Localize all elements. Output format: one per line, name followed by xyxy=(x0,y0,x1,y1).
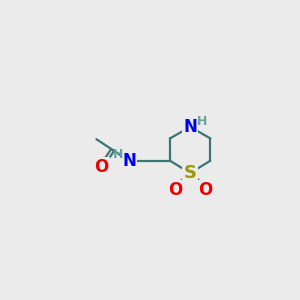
Text: N: N xyxy=(122,152,136,170)
Text: H: H xyxy=(113,148,124,161)
Text: H: H xyxy=(196,115,207,128)
Text: O: O xyxy=(94,158,108,176)
Text: S: S xyxy=(184,164,197,182)
Text: N: N xyxy=(183,118,197,136)
Text: O: O xyxy=(198,181,212,199)
Text: O: O xyxy=(168,181,183,199)
